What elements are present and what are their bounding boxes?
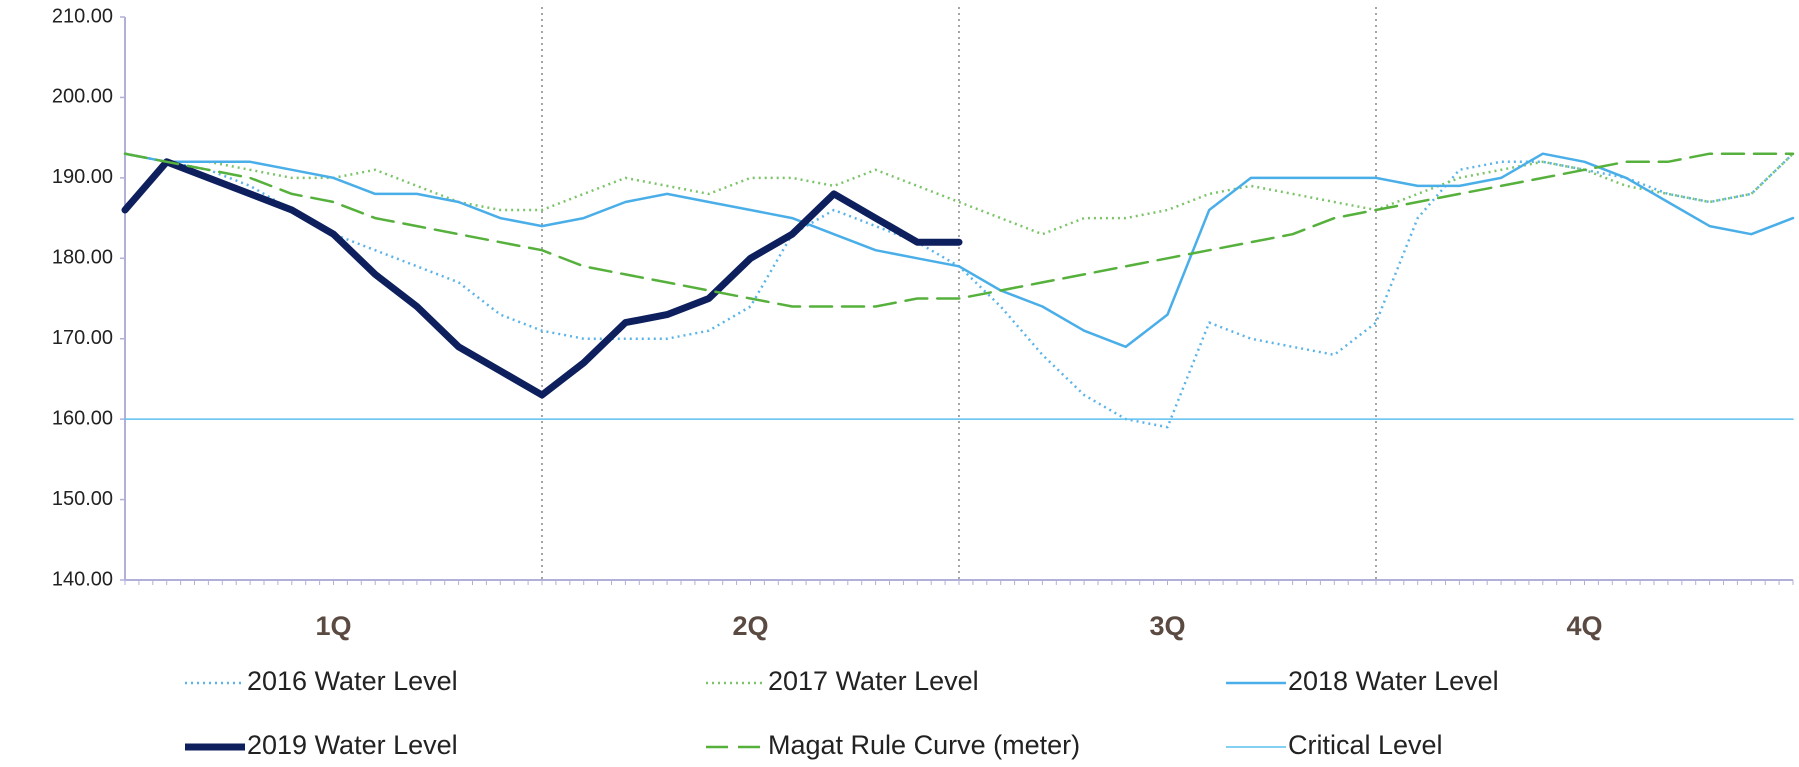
x-category-label: 4Q <box>1566 611 1602 641</box>
legend-label: 2017 Water Level <box>768 666 979 696</box>
legend-label: Critical Level <box>1288 730 1443 760</box>
y-tick-label: 210.00 <box>52 5 113 27</box>
y-tick-label: 180.00 <box>52 247 113 269</box>
y-tick-label: 170.00 <box>52 327 113 349</box>
legend-label: Magat Rule Curve (meter) <box>768 730 1080 760</box>
y-tick-label: 200.00 <box>52 86 113 108</box>
legend-label: 2018 Water Level <box>1288 666 1499 696</box>
legend-label: 2019 Water Level <box>247 730 458 760</box>
series-line <box>123 152 1795 349</box>
legend-label: 2016 Water Level <box>247 666 458 696</box>
y-tick-label: 190.00 <box>52 166 113 188</box>
x-category-label: 3Q <box>1149 611 1185 641</box>
y-tick-label: 140.00 <box>52 568 113 590</box>
x-category-label: 1Q <box>315 611 351 641</box>
series-line <box>121 158 963 399</box>
x-category-label: 2Q <box>732 611 768 641</box>
series-line <box>123 152 1795 308</box>
y-tick-label: 150.00 <box>52 488 113 510</box>
y-tick-label: 160.00 <box>52 407 113 429</box>
series-line <box>124 152 1794 236</box>
